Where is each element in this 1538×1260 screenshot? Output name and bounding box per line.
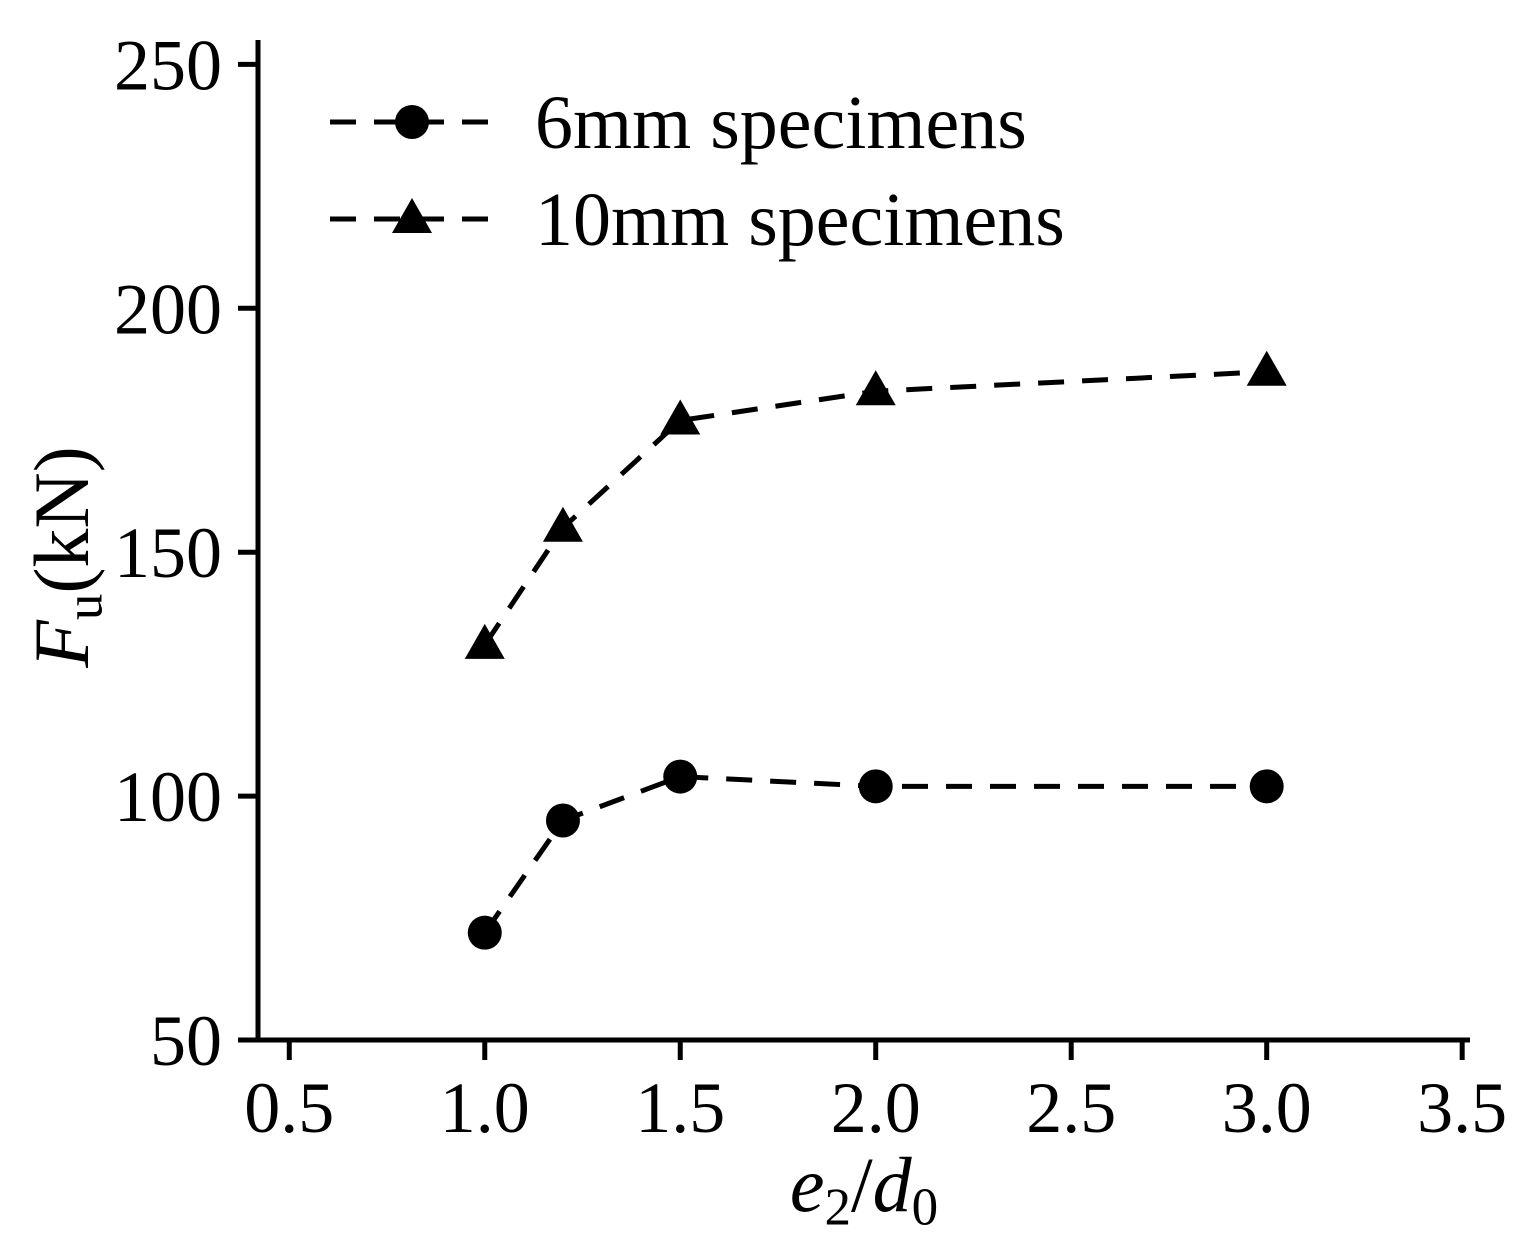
x-axis-label-subscript-2: 2 (824, 1178, 851, 1237)
y-tick-label: 100 (114, 757, 222, 837)
data-point-marker (542, 506, 583, 542)
legend-label: 6mm specimens (535, 81, 1027, 165)
data-point-marker (858, 769, 893, 804)
data-point-marker (855, 370, 896, 406)
data-point-marker (467, 915, 502, 950)
legend-item-10mm-specimens: 10mm specimens (330, 178, 1065, 262)
series-6mm-specimens (467, 759, 1284, 950)
x-axis-label-slash: / (850, 1141, 873, 1228)
x-axis-label-symbol-e: e (789, 1141, 825, 1228)
y-axis-label: Fu(kN) (18, 446, 113, 667)
x-tick-label: 1.0 (440, 1068, 530, 1148)
tick-labels: 0.5 1.0 1.5 2.0 2.5 3.0 3.5 50 100 150 200 250 (114, 25, 1507, 1148)
legend-label: 10mm specimens (535, 178, 1065, 262)
y-axis-label-unit: (kN) (18, 446, 105, 594)
x-axis-label-symbol-d: d (872, 1141, 912, 1228)
y-tick-label: 50 (150, 1001, 222, 1081)
y-axis-label-symbol: F (18, 620, 105, 668)
x-axis-label-subscript-0: 0 (911, 1178, 939, 1237)
y-tick-label: 250 (114, 25, 222, 105)
y-axis-label-subscript: u (55, 593, 114, 621)
legend: 6mm specimens 10mm specimens (330, 81, 1065, 262)
series-10mm-specimens (464, 350, 1287, 659)
legend-marker (395, 105, 429, 139)
data-point-marker (1246, 350, 1287, 386)
series-line (482, 369, 1267, 647)
data-point-marker (660, 399, 701, 435)
x-tick-label: 2.5 (1026, 1068, 1116, 1148)
data-point-marker (464, 623, 505, 659)
x-tick-label: 0.5 (244, 1068, 334, 1148)
y-tick-label: 150 (114, 513, 222, 593)
x-tick-label: 3.0 (1222, 1068, 1312, 1148)
data-point-marker (545, 803, 580, 838)
x-tick-label: 3.5 (1417, 1068, 1507, 1148)
legend-item-6mm-specimens: 6mm specimens (330, 81, 1027, 165)
x-tick-label: 2.0 (831, 1068, 921, 1148)
data-point-marker (1249, 769, 1284, 804)
y-tick-label: 200 (114, 269, 222, 349)
series-line (482, 774, 1267, 935)
axes (238, 40, 1470, 1060)
legend-marker (392, 198, 432, 233)
x-tick-label: 1.5 (635, 1068, 725, 1148)
data-point-marker (663, 759, 698, 794)
x-axis-label: e2/d0 (790, 1146, 938, 1234)
